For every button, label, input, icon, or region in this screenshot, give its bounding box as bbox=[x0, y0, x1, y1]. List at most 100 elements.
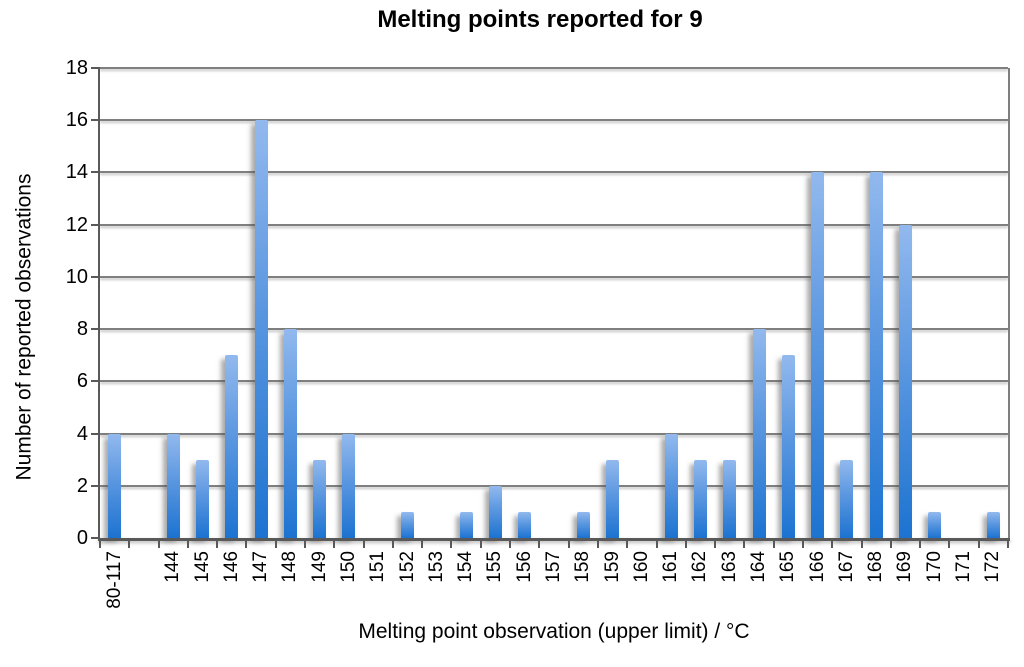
y-tick-label-10: 10 bbox=[65, 265, 88, 288]
gridline-12 bbox=[100, 223, 1008, 226]
x-tick-19 bbox=[655, 541, 658, 548]
x-tick-label-146: 146 bbox=[220, 551, 242, 583]
bar-169 bbox=[898, 224, 912, 538]
x-tick-label-153: 153 bbox=[425, 551, 447, 583]
y-tick-0 bbox=[91, 537, 100, 539]
y-tick-16 bbox=[91, 119, 100, 122]
x-tick-label-171: 171 bbox=[953, 551, 975, 583]
y-tick-label-12: 12 bbox=[65, 213, 88, 236]
x-tick-31 bbox=[1007, 541, 1009, 548]
x-tick-label-159: 159 bbox=[601, 551, 623, 583]
y-tick-2 bbox=[91, 484, 100, 487]
x-tick-label-160: 160 bbox=[630, 551, 652, 583]
y-tick-8 bbox=[91, 328, 100, 331]
x-axis-title: Melting point observation (upper limit) … bbox=[358, 620, 750, 643]
bar-162 bbox=[693, 459, 707, 538]
plot-area bbox=[100, 67, 1010, 538]
x-tick-label-155: 155 bbox=[484, 551, 506, 583]
x-tick-0 bbox=[99, 541, 101, 548]
bar-161 bbox=[664, 433, 678, 538]
x-tick-4 bbox=[216, 541, 219, 548]
x-tick-label-161: 161 bbox=[660, 551, 682, 583]
x-tick-22 bbox=[743, 541, 746, 548]
y-axis-line bbox=[98, 68, 100, 541]
bar-170 bbox=[928, 511, 942, 538]
x-tick-label-169: 169 bbox=[894, 551, 916, 583]
y-tick-label-4: 4 bbox=[76, 422, 88, 445]
x-tick-7 bbox=[304, 541, 307, 548]
bar-154 bbox=[459, 511, 473, 538]
x-tick-16 bbox=[567, 541, 570, 548]
x-tick-29 bbox=[948, 541, 951, 548]
x-tick-23 bbox=[772, 541, 775, 548]
x-tick-label-151: 151 bbox=[367, 551, 389, 583]
x-tick-label-167: 167 bbox=[835, 551, 857, 583]
x-tick-8 bbox=[333, 541, 336, 548]
gridline-14 bbox=[100, 171, 1008, 174]
x-tick-27 bbox=[889, 541, 892, 548]
x-tick-label-148: 148 bbox=[279, 551, 301, 583]
x-tick-12 bbox=[450, 541, 453, 548]
bar-80-117 bbox=[108, 433, 122, 538]
x-tick-24 bbox=[801, 541, 804, 548]
bar-164 bbox=[752, 329, 766, 538]
gridline-2 bbox=[100, 484, 1008, 487]
bar-163 bbox=[723, 459, 737, 538]
gridline-16 bbox=[100, 119, 1008, 122]
bar-155 bbox=[488, 485, 502, 538]
x-axis-line bbox=[98, 538, 1010, 541]
bar-167 bbox=[840, 459, 854, 538]
x-tick-label-145: 145 bbox=[191, 551, 213, 583]
x-tick-label-165: 165 bbox=[777, 551, 799, 583]
x-tick-15 bbox=[538, 541, 541, 548]
x-tick-6 bbox=[274, 541, 277, 548]
y-tick-label-14: 14 bbox=[65, 161, 88, 184]
bar-159 bbox=[606, 459, 620, 538]
x-tick-label-163: 163 bbox=[718, 551, 740, 583]
bar-156 bbox=[518, 511, 532, 538]
y-tick-label-0: 0 bbox=[76, 527, 88, 549]
x-tick-28 bbox=[919, 541, 922, 548]
y-tick-4 bbox=[91, 432, 100, 435]
x-tick-2 bbox=[157, 541, 160, 548]
x-tick-3 bbox=[186, 541, 189, 548]
x-tick-label-157: 157 bbox=[543, 551, 564, 583]
x-tick-label-164: 164 bbox=[748, 551, 770, 583]
y-tick-14 bbox=[91, 171, 100, 174]
bar-148 bbox=[283, 329, 297, 538]
x-tick-label-170: 170 bbox=[923, 551, 945, 583]
x-tick-5 bbox=[245, 541, 248, 548]
chart-title: Melting points reported for 9 bbox=[377, 6, 703, 33]
x-tick-26 bbox=[860, 541, 863, 548]
gridline-10 bbox=[100, 275, 1008, 278]
bar-166 bbox=[811, 172, 825, 538]
bar-146 bbox=[225, 355, 239, 538]
bar-145 bbox=[196, 459, 210, 538]
gridline-18 bbox=[100, 67, 1008, 69]
y-tick-10 bbox=[91, 275, 100, 278]
y-tick-label-8: 8 bbox=[76, 318, 88, 341]
bar-168 bbox=[869, 172, 883, 538]
bar-147 bbox=[254, 120, 268, 538]
x-tick-label-156: 156 bbox=[513, 551, 535, 583]
x-tick-25 bbox=[831, 541, 834, 548]
y-tick-label-2: 2 bbox=[76, 474, 88, 497]
x-tick-label-162: 162 bbox=[689, 551, 711, 583]
bar-165 bbox=[781, 355, 795, 538]
y-tick-18 bbox=[91, 67, 100, 69]
gridline-6 bbox=[100, 380, 1008, 383]
x-tick-13 bbox=[479, 541, 482, 548]
x-tick-9 bbox=[362, 541, 365, 548]
x-tick-label-166: 166 bbox=[806, 551, 828, 583]
y-tick-label-16: 16 bbox=[65, 109, 88, 132]
x-tick-label-152: 152 bbox=[396, 551, 418, 583]
x-tick-11 bbox=[421, 541, 424, 548]
bar-144 bbox=[166, 433, 180, 538]
bar-150 bbox=[342, 433, 356, 538]
y-tick-label-6: 6 bbox=[76, 370, 88, 393]
x-tick-label-172: 172 bbox=[982, 551, 1004, 583]
bar-172 bbox=[986, 511, 1000, 538]
x-tick-label-158: 158 bbox=[572, 551, 594, 583]
gridline-4 bbox=[100, 432, 1008, 435]
